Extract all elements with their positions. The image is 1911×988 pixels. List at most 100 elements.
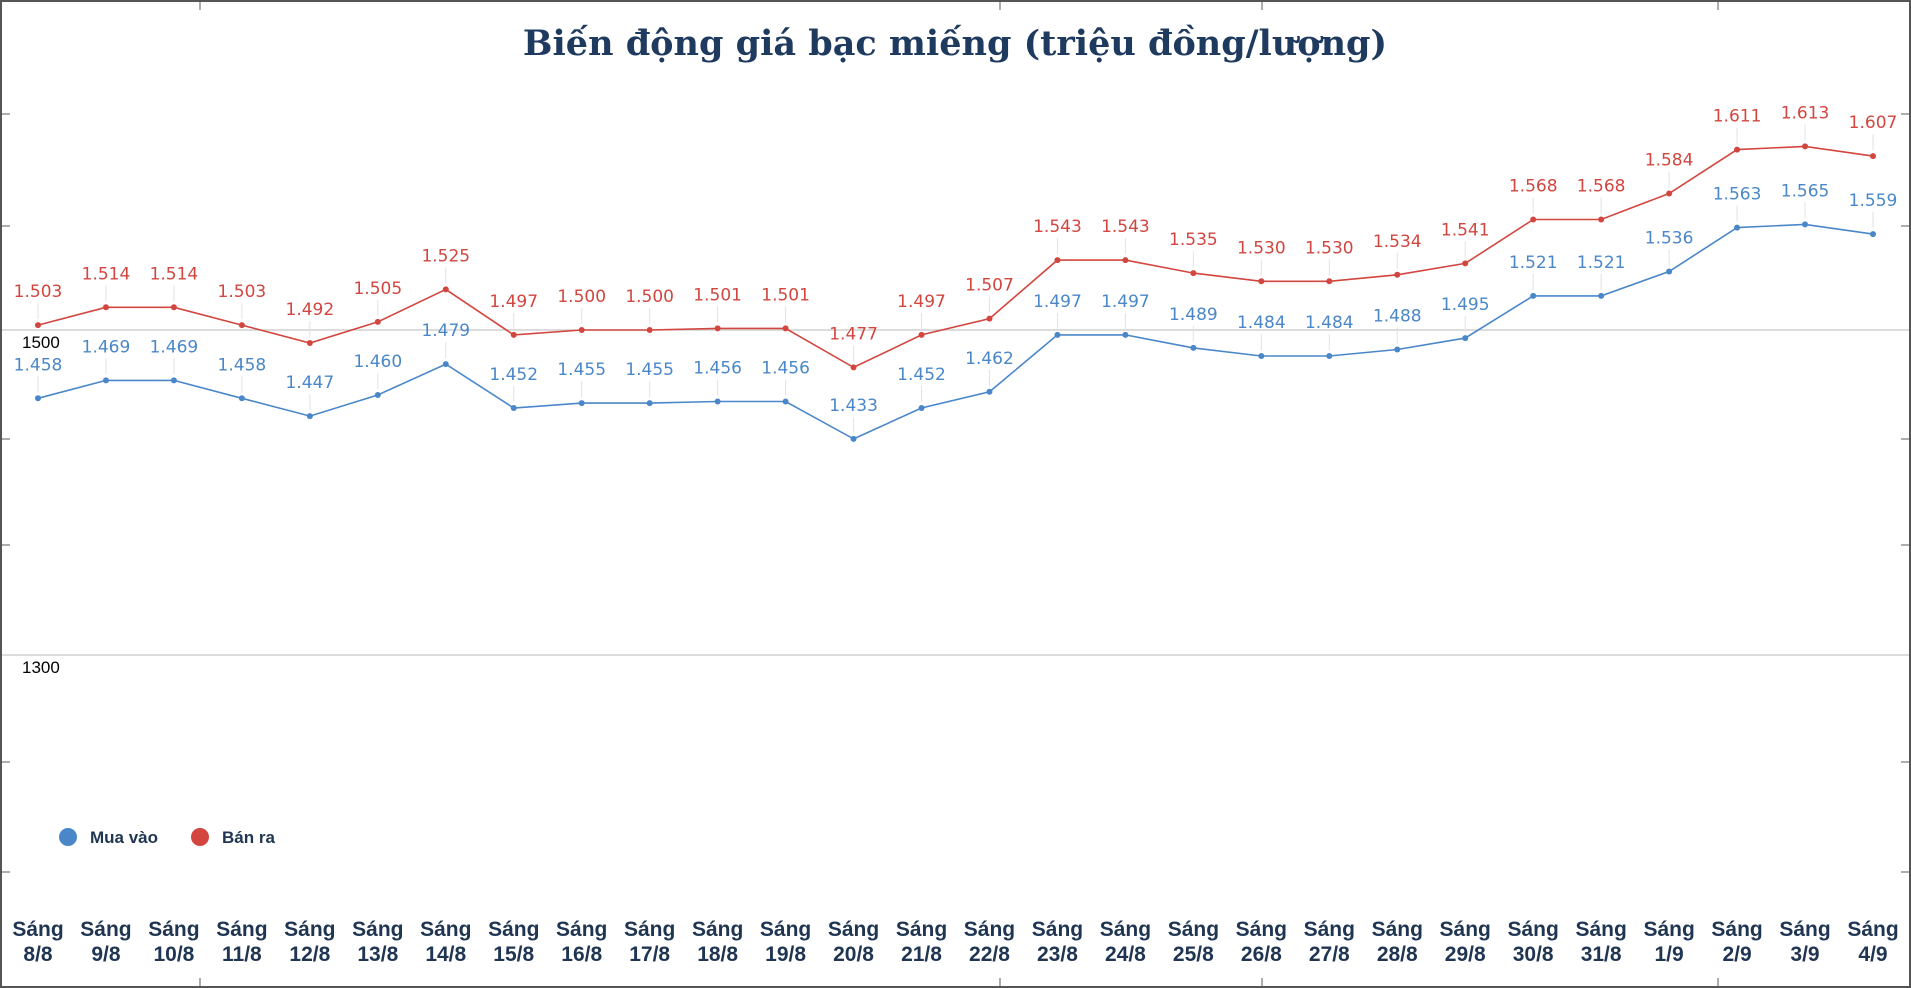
data-point-buy xyxy=(1394,346,1401,353)
data-point-buy xyxy=(1258,353,1265,359)
x-category-label: Sáng 31/8 xyxy=(1575,918,1626,966)
x-category-label: Sáng 25/8 xyxy=(1168,918,1219,966)
x-category-label: Sáng 21/8 xyxy=(896,918,947,966)
data-point-buy xyxy=(986,388,993,395)
x-category-label: Sáng 26/8 xyxy=(1236,918,1287,966)
data-point-sell xyxy=(646,327,653,333)
data-point-buy xyxy=(1598,292,1605,299)
data-label-sell: 1.505 xyxy=(353,279,402,299)
data-point-sell xyxy=(782,325,789,332)
x-category-label: Sáng 19/8 xyxy=(760,918,811,966)
x-category-label: Sáng 1/9 xyxy=(1643,918,1694,966)
x-category-label: Sáng 29/8 xyxy=(1440,918,1491,966)
data-labels: 1.458 1.469 1.469 1.458 1.447 1.460 1.479 1.452… xyxy=(14,103,1898,433)
data-point-buy xyxy=(1870,231,1876,238)
data-label-buy: 1.497 xyxy=(1033,292,1082,312)
data-point-sell xyxy=(1666,190,1673,197)
data-point-buy xyxy=(782,398,789,405)
legend-item-buy: Mua vào xyxy=(59,828,158,847)
data-label-buy: 1.455 xyxy=(625,360,674,380)
data-label-sell: 1.477 xyxy=(829,324,878,344)
data-label-sell: 1.514 xyxy=(150,264,199,284)
x-category-label: Sáng 14/8 xyxy=(420,918,471,966)
data-point-buy xyxy=(1666,268,1673,275)
data-point-sell xyxy=(1734,146,1741,153)
x-category-label: Sáng 28/8 xyxy=(1372,918,1423,966)
data-label-sell: 1.503 xyxy=(14,282,63,302)
x-category-label: Sáng 27/8 xyxy=(1304,918,1355,966)
x-category-label: Sáng 13/8 xyxy=(352,918,403,966)
data-point-buy xyxy=(1190,344,1197,351)
data-point-sell xyxy=(306,340,313,346)
data-label-buy: 1.565 xyxy=(1781,181,1830,201)
data-label-sell: 1.611 xyxy=(1713,107,1762,127)
data-label-buy: 1.488 xyxy=(1373,307,1422,327)
data-point-sell xyxy=(1122,257,1129,264)
data-label-sell: 1.500 xyxy=(557,287,606,307)
data-point-buy xyxy=(170,377,177,384)
data-label-buy: 1.458 xyxy=(14,355,63,375)
data-label-buy: 1.462 xyxy=(965,349,1014,369)
x-category-label: Sáng 23/8 xyxy=(1032,918,1083,966)
data-label-sell: 1.584 xyxy=(1645,151,1694,171)
legend: Mua vào Bán ra xyxy=(59,828,275,847)
data-label-sell: 1.568 xyxy=(1577,177,1626,197)
data-label-buy: 1.456 xyxy=(761,359,810,379)
data-point-sell xyxy=(1530,216,1537,223)
legend-swatch xyxy=(191,828,209,846)
x-category-label: Sáng 2/9 xyxy=(1711,918,1762,966)
data-label-sell: 1.613 xyxy=(1781,103,1830,123)
data-point-buy xyxy=(1122,331,1129,338)
data-label-sell: 1.530 xyxy=(1305,238,1354,258)
data-label-sell: 1.607 xyxy=(1849,113,1898,133)
data-label-sell: 1.492 xyxy=(286,300,335,320)
data-point-sell xyxy=(1258,278,1265,285)
legend-label: Bán ra xyxy=(222,828,275,847)
data-point-sell xyxy=(1190,270,1197,277)
data-label-buy: 1.497 xyxy=(1101,292,1150,312)
legend-swatch xyxy=(59,828,77,846)
data-point-buy xyxy=(306,413,313,420)
data-label-buy: 1.469 xyxy=(150,337,199,357)
data-point-sell xyxy=(442,286,449,293)
data-point-buy xyxy=(850,435,857,442)
x-category-label: Sáng 8/8 xyxy=(12,918,63,966)
data-label-buy: 1.460 xyxy=(353,352,402,372)
data-point-sell xyxy=(578,327,585,333)
y-tick-label: 1300 xyxy=(22,658,60,677)
series-line-buy xyxy=(37,223,1874,440)
chart-title: Biến động giá bạc miếng (triệu đồng/lượn… xyxy=(523,23,1387,64)
data-point-sell xyxy=(1394,271,1401,278)
data-point-sell xyxy=(170,304,177,311)
x-category-label: Sáng 4/9 xyxy=(1847,918,1898,966)
data-label-buy: 1.469 xyxy=(82,337,131,357)
x-category-labels: Sáng 8/8 Sáng 9/8 Sáng 10/8 Sáng 11/8 Sáng 12/8 Sá… xyxy=(12,918,1898,966)
data-point-buy xyxy=(1530,292,1537,299)
series-points xyxy=(35,143,1876,442)
data-point-sell xyxy=(1598,216,1605,223)
data-point-sell xyxy=(102,304,109,311)
data-label-buy: 1.484 xyxy=(1305,313,1354,333)
data-point-sell xyxy=(1054,257,1061,264)
data-label-buy: 1.495 xyxy=(1441,295,1490,315)
data-label-sell: 1.543 xyxy=(1101,217,1150,237)
data-label-buy: 1.484 xyxy=(1237,313,1286,333)
data-point-buy xyxy=(918,405,925,411)
data-label-sell: 1.543 xyxy=(1033,217,1082,237)
data-label-sell: 1.497 xyxy=(897,292,946,312)
data-point-buy xyxy=(238,395,245,402)
data-point-buy xyxy=(1054,331,1061,338)
y-tick-labels: 1500 1300 xyxy=(22,333,60,677)
data-label-sell: 1.568 xyxy=(1509,177,1558,197)
data-point-sell xyxy=(918,331,925,338)
data-point-buy xyxy=(102,377,109,384)
x-category-label: Sáng 20/8 xyxy=(828,918,879,966)
data-label-sell: 1.530 xyxy=(1237,238,1286,258)
x-category-label: Sáng 30/8 xyxy=(1508,918,1559,966)
x-category-label: Sáng 9/8 xyxy=(80,918,131,966)
y-tick-label: 1500 xyxy=(22,333,60,352)
data-label-sell: 1.497 xyxy=(489,292,538,312)
data-point-buy xyxy=(510,405,517,411)
